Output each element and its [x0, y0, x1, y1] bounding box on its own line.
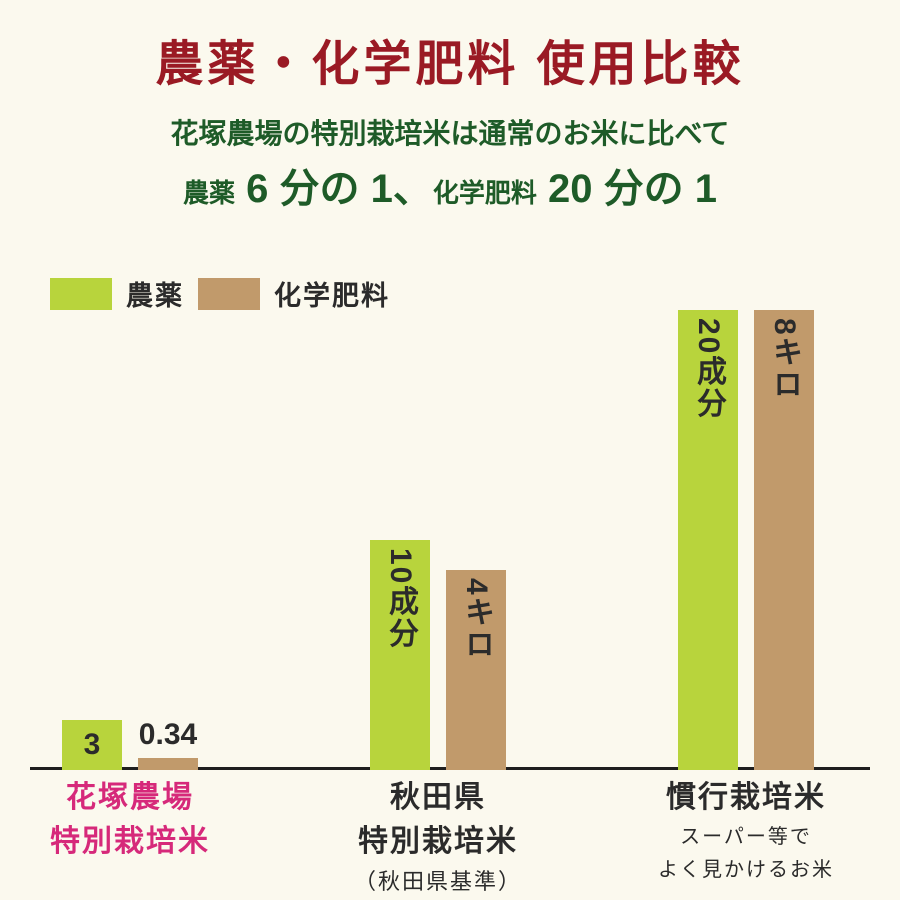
- bar-group: 20成分 8キロ: [678, 310, 814, 770]
- bar-value-label: 8キロ: [762, 318, 806, 401]
- bar-group: 10成分 4キロ: [370, 540, 506, 770]
- legend-label: 農薬: [126, 274, 184, 313]
- bar: 3: [62, 720, 122, 770]
- xlabel-line: 秋田県: [298, 772, 578, 816]
- xlabel-line: 花塚農場: [0, 772, 270, 816]
- xlabel-line: 特別栽培米: [298, 816, 578, 860]
- xlabel-note: スーパー等で: [606, 820, 886, 849]
- subtitle-line-1: 花塚農場の特別栽培米は通常のお米に比べて: [0, 112, 900, 152]
- legend-label: 化学肥料: [274, 274, 390, 313]
- bar-value-label: 20成分: [686, 318, 730, 419]
- legend-swatch: [198, 278, 260, 310]
- subtitle-line-2: 農薬 6 分の 1、化学肥料 20 分の 1: [0, 156, 900, 214]
- legend-swatch: [50, 278, 112, 310]
- x-axis-label: 秋田県特別栽培米 （秋田県基準）: [298, 772, 578, 896]
- bar-value-label: 0.34: [139, 718, 197, 752]
- subtitle-fragment: 化学肥料: [433, 178, 537, 208]
- subtitle-fragment: 農薬: [183, 178, 235, 208]
- legend: 農薬 化学肥料: [50, 274, 900, 313]
- xlabel-line: 慣行栽培米: [606, 772, 886, 816]
- bar-group: 30.34: [62, 720, 198, 770]
- bar-chart: 30.3410成分4キロ20成分8キロ: [0, 310, 900, 770]
- x-axis-label: 花塚農場特別栽培米: [0, 772, 270, 860]
- subtitle-fragment: 6 分の 1、: [235, 167, 433, 211]
- bar: 10成分: [370, 540, 430, 770]
- xlabel-note: よく見かけるお米: [606, 853, 886, 882]
- x-axis-label: 慣行栽培米スーパー等でよく見かけるお米: [606, 772, 886, 882]
- bar: 0.34: [138, 758, 198, 770]
- bar-value-label: 3: [84, 728, 101, 762]
- xlabel-note: （秋田県基準）: [298, 864, 578, 896]
- bar: 8キロ: [754, 310, 814, 770]
- bar-value-label: 10成分: [378, 548, 422, 649]
- bar: 20成分: [678, 310, 738, 770]
- bar: 4キロ: [446, 570, 506, 770]
- subtitle-fragment: 20 分の 1: [537, 167, 717, 211]
- page-title: 農薬・化学肥料 使用比較: [0, 0, 900, 94]
- xlabel-line: 特別栽培米: [0, 816, 270, 860]
- bar-value-label: 4キロ: [454, 578, 498, 661]
- x-axis-labels: 花塚農場特別栽培米秋田県特別栽培米（秋田県基準）慣行栽培米スーパー等でよく見かけ…: [0, 772, 900, 882]
